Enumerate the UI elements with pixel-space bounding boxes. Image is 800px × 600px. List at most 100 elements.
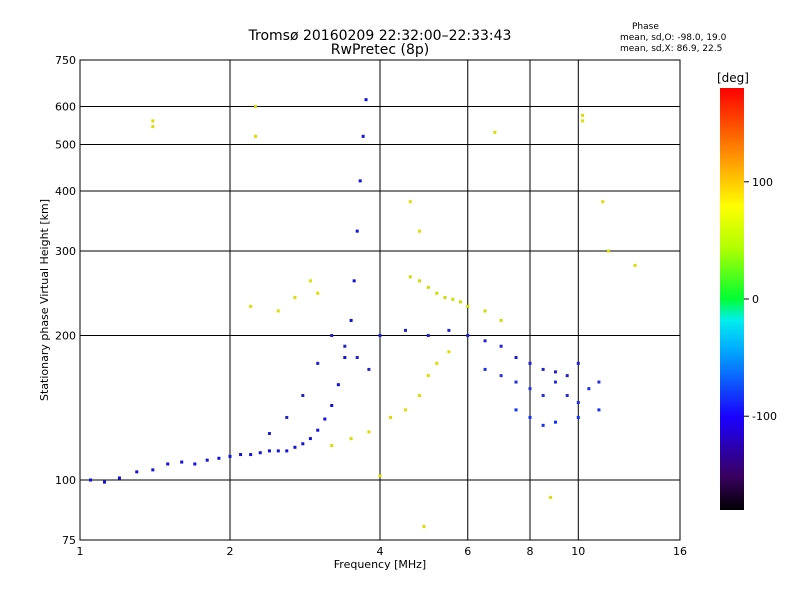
data-point [565,394,569,398]
colorbar-label: [deg] [717,71,749,85]
data-point [367,430,371,434]
colorbar-tick-label: -100 [752,410,777,423]
x-tick-labels: 1 2 4 6 8 10 16 [77,545,688,558]
data-point [253,134,257,138]
x-axis-label: Frequency [MHz] [334,558,426,571]
data-point [239,453,243,457]
data-point [541,394,545,398]
phase-line-x: mean, sd,X: 86.9, 22.5 [620,44,723,54]
y-tick-label: 300 [55,245,76,258]
y-axis-label: Stationary phase Virtual Height [km] [38,199,51,401]
x-tick-label: 8 [527,545,534,558]
data-point [483,309,487,313]
data-point [166,462,170,466]
data-point [633,263,637,267]
x-tick-label: 4 [377,545,384,558]
data-point [323,417,327,421]
data-point [576,401,580,405]
data-point [587,387,591,391]
grid-lines [80,60,680,540]
y-tick-label: 200 [55,330,76,343]
x-tick-label: 6 [464,545,471,558]
data-point [267,432,271,436]
x-tick-label: 1 [77,545,84,558]
data-point [403,408,407,412]
data-point [349,318,353,322]
data-point [426,334,430,338]
data-point [316,291,320,295]
data-point [308,279,312,283]
data-point [403,328,407,332]
data-point [228,454,232,458]
data-point [426,374,430,378]
data-point [378,474,382,478]
data-point [514,408,518,412]
data-point [293,445,297,449]
data-point [581,113,585,117]
data-point [336,383,340,387]
data-point [528,361,532,365]
plot-frame [79,59,681,541]
data-point [330,444,334,448]
data-point [483,367,487,371]
data-point [358,179,362,183]
data-point [267,449,271,453]
data-point [443,296,447,300]
data-point [316,361,320,365]
data-point [499,344,503,348]
data-point [285,449,289,453]
data-point [466,304,470,308]
data-point [541,423,545,427]
data-point [135,470,139,474]
data-point [601,200,605,204]
data-point [499,374,503,378]
data-point [389,415,393,419]
data-point [205,458,209,462]
data-point [435,291,439,295]
data-point [466,334,470,338]
data-point [576,361,580,365]
data-point [330,403,334,407]
data-point [249,453,253,457]
data-point [499,318,503,322]
data-point [597,380,601,384]
colorbar-tick-label: 0 [752,293,759,306]
data-point [276,449,280,453]
y-tick-label: 100 [55,474,76,487]
data-point [422,525,426,529]
data-point [361,134,365,138]
y-tick-label: 500 [55,139,76,152]
data-point [308,437,312,441]
data-point [301,442,305,446]
data-point [514,380,518,384]
data-point [553,420,557,424]
x-tick-label: 2 [227,545,234,558]
data-point [89,478,93,482]
data-point [417,279,421,283]
data-point [249,304,253,308]
data-point [355,229,359,233]
data-point [417,394,421,398]
data-point [276,309,280,313]
data-point [408,200,412,204]
phase-heading: Phase [632,22,659,32]
data-point [117,476,121,480]
data-point [553,380,557,384]
data-point [151,125,155,129]
data-point [349,437,353,441]
data-point [367,367,371,371]
data-point [285,415,289,419]
phase-colorbar [720,88,744,510]
data-point [541,367,545,371]
data-point [293,296,297,300]
data-point [343,344,347,348]
data-point [458,300,462,304]
data-point [301,394,305,398]
data-point [343,355,347,359]
data-point [447,350,451,354]
data-point [408,275,412,279]
y-tick-label: 400 [55,185,76,198]
data-point [528,387,532,391]
data-point [607,249,611,253]
